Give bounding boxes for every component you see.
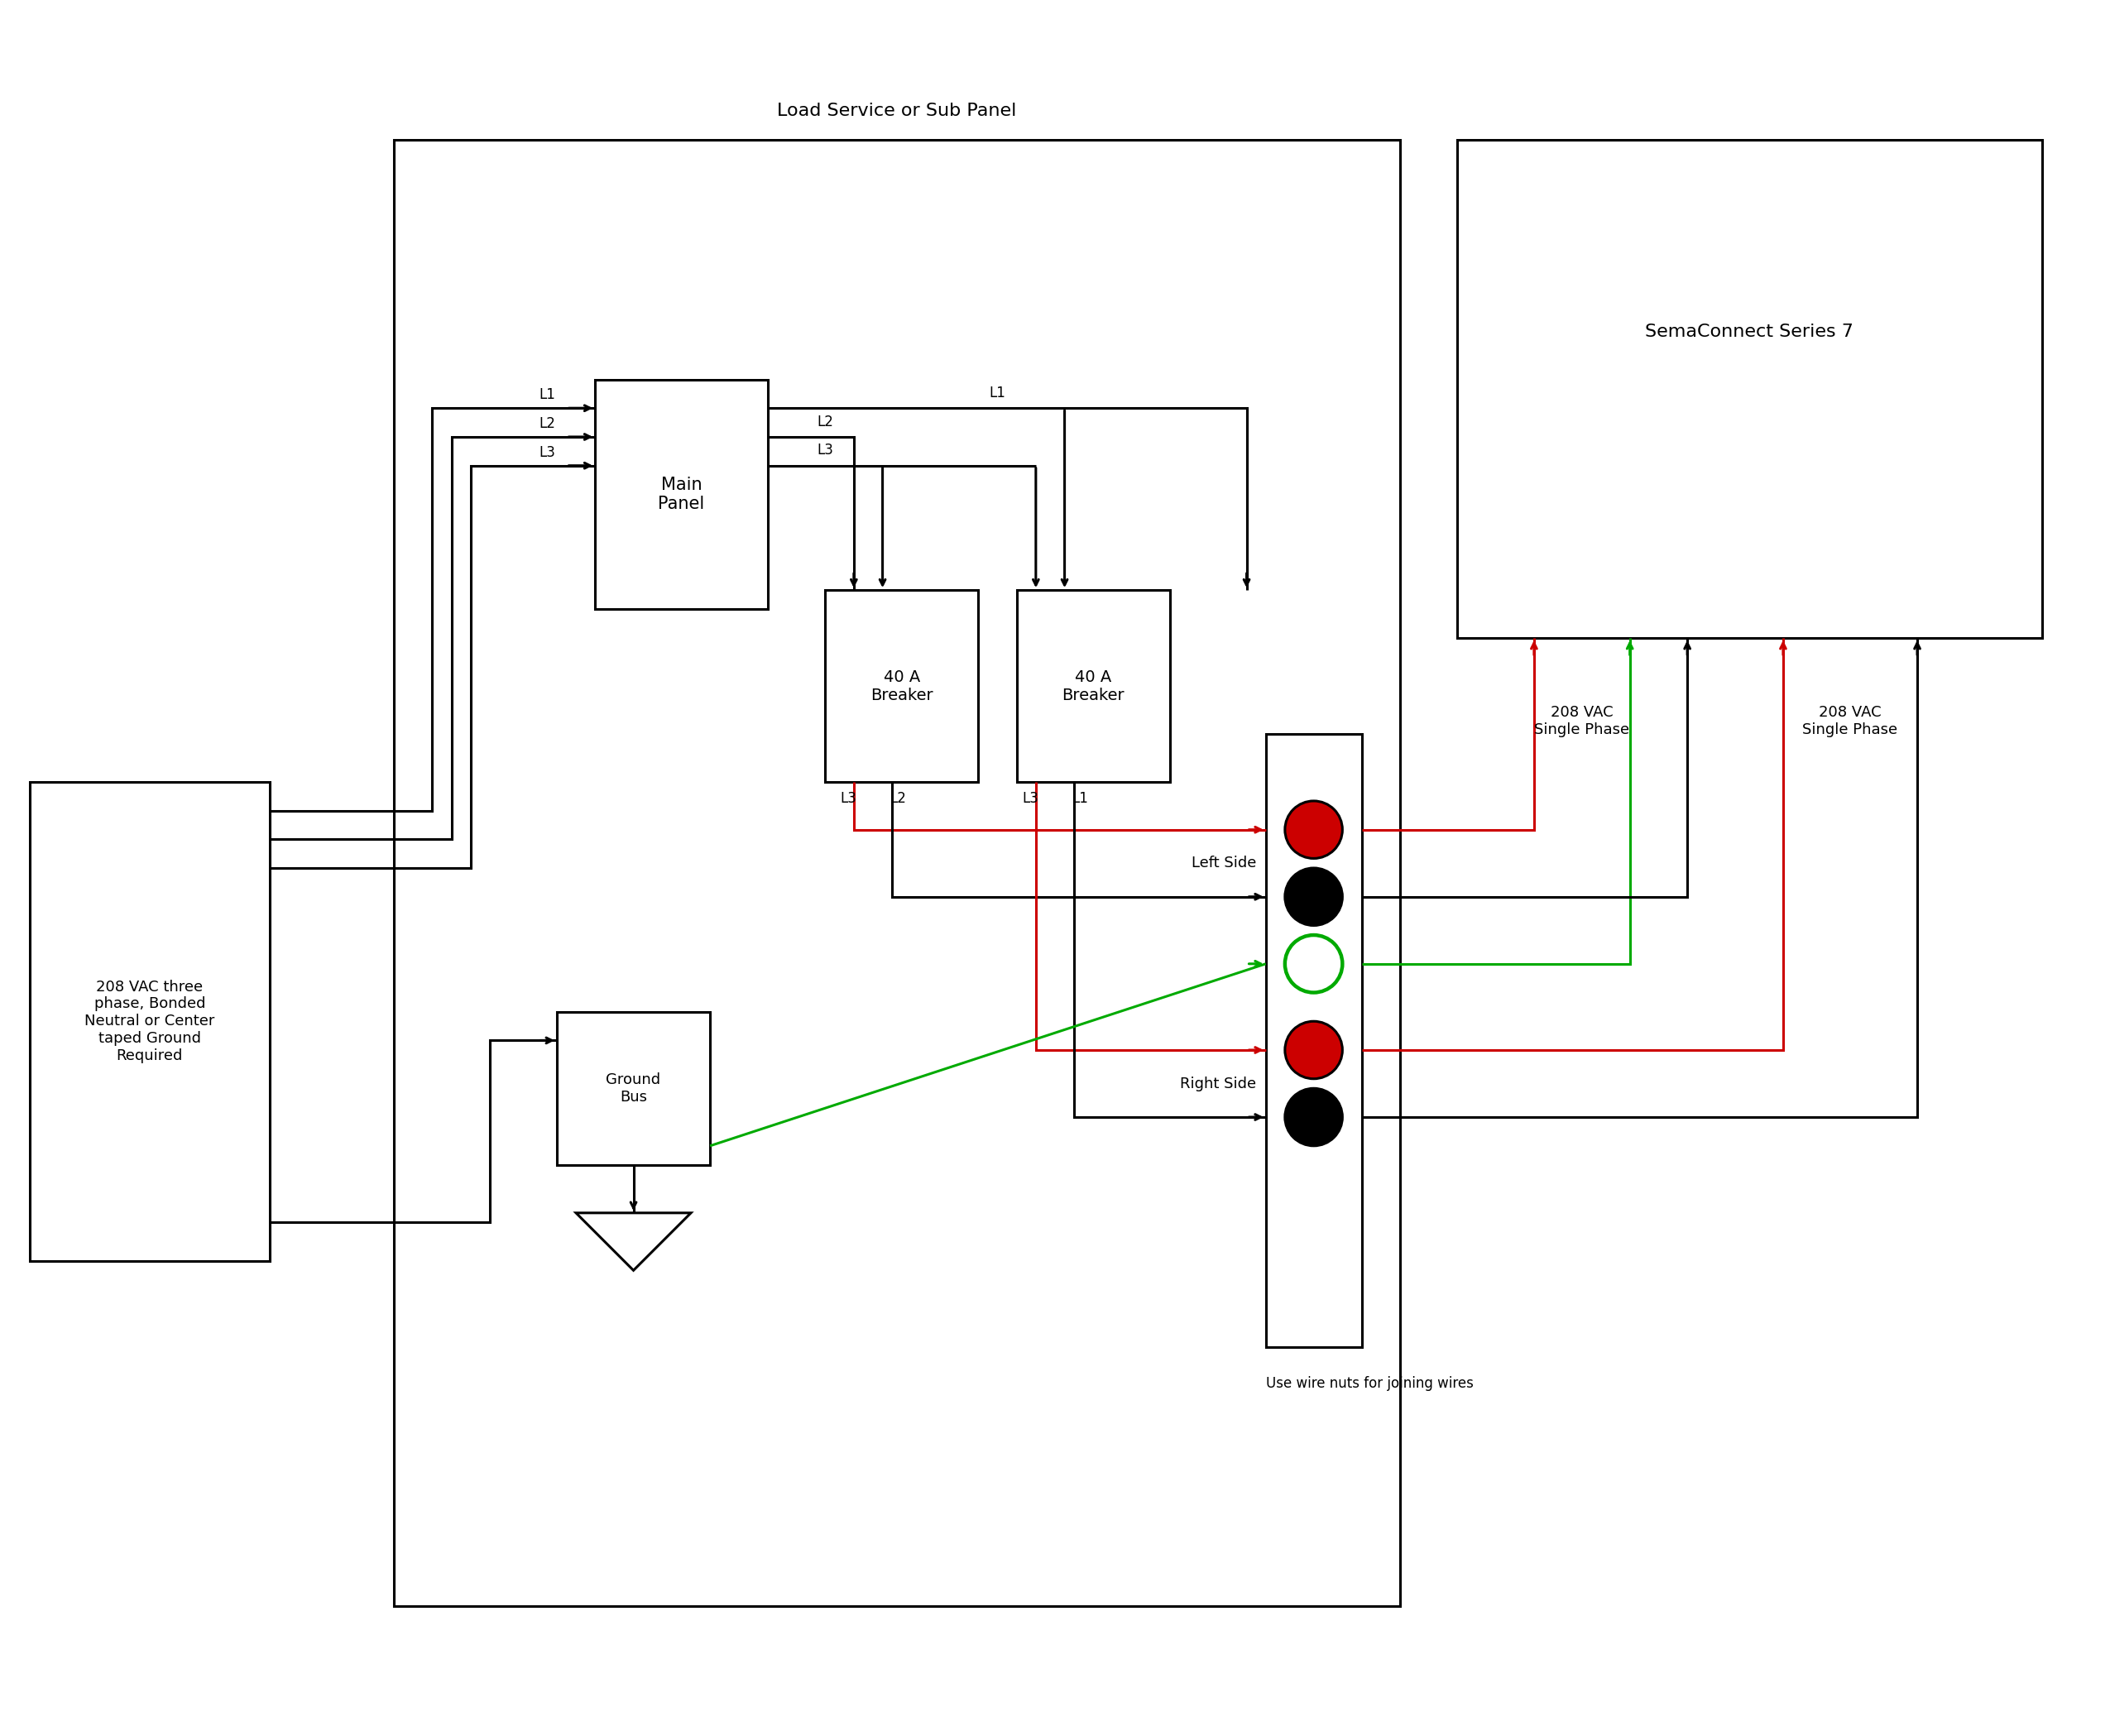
Text: Load Service or Sub Panel: Load Service or Sub Panel (776, 102, 1017, 120)
Bar (395, 141, 1399, 1606)
Text: L3: L3 (840, 792, 857, 806)
Text: L2: L2 (817, 415, 833, 429)
Circle shape (1285, 868, 1342, 925)
Bar (825, 590, 979, 781)
Text: L1: L1 (1072, 792, 1089, 806)
Circle shape (1285, 1021, 1342, 1078)
Circle shape (1285, 936, 1342, 993)
Text: 40 A
Breaker: 40 A Breaker (871, 668, 933, 703)
Text: L3: L3 (538, 444, 555, 460)
Text: 208 VAC
Single Phase: 208 VAC Single Phase (1534, 705, 1629, 738)
Text: L3: L3 (1021, 792, 1038, 806)
Bar (1458, 141, 2042, 639)
Text: L1: L1 (538, 387, 555, 403)
Text: SemaConnect Series 7: SemaConnect Series 7 (1646, 323, 1855, 340)
Circle shape (1285, 1088, 1342, 1146)
Bar (595, 380, 768, 609)
Text: Use wire nuts for joining wires: Use wire nuts for joining wires (1266, 1375, 1473, 1391)
Bar (1266, 734, 1361, 1347)
Circle shape (1285, 800, 1342, 858)
Text: Left Side: Left Side (1192, 856, 1255, 871)
Bar (30, 781, 270, 1260)
Text: L2: L2 (538, 417, 555, 431)
Text: 208 VAC three
phase, Bonded
Neutral or Center
taped Ground
Required: 208 VAC three phase, Bonded Neutral or C… (84, 979, 215, 1062)
Bar (557, 1012, 711, 1165)
Bar (1017, 590, 1169, 781)
Text: L1: L1 (990, 385, 1006, 401)
Text: 40 A
Breaker: 40 A Breaker (1061, 668, 1125, 703)
Text: 208 VAC
Single Phase: 208 VAC Single Phase (1802, 705, 1897, 738)
Text: Ground
Bus: Ground Bus (606, 1073, 660, 1104)
Text: L3: L3 (817, 443, 833, 458)
Text: L2: L2 (890, 792, 905, 806)
Text: Main
Panel: Main Panel (658, 476, 705, 512)
Text: Right Side: Right Side (1179, 1076, 1255, 1090)
